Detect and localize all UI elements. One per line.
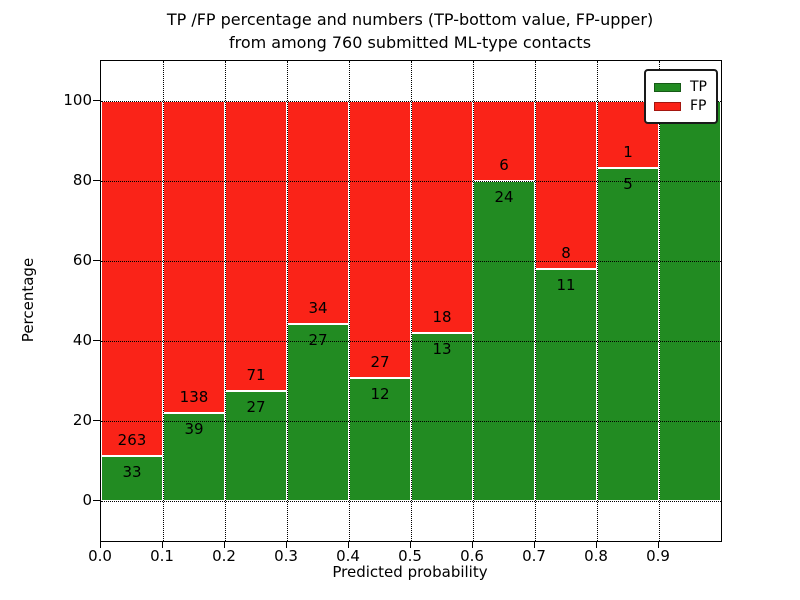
- gridline-vertical: [473, 61, 474, 541]
- bar-label-fp: 1: [623, 142, 633, 161]
- bar-label-tp: 39: [184, 419, 204, 438]
- chart-title-line-1: TP /FP percentage and numbers (TP-bottom…: [166, 10, 654, 29]
- x-tick-label: 0.5: [398, 547, 422, 565]
- bar-segment-fp: [349, 101, 411, 378]
- legend-swatch-fp: [654, 101, 681, 111]
- x-tick-label: 0.1: [150, 547, 174, 565]
- bar-label-tp: 13: [432, 340, 452, 359]
- x-tick-mark: [286, 541, 287, 548]
- gridline-vertical: [287, 61, 288, 541]
- x-tick-mark: [410, 541, 411, 548]
- legend-item: FP: [654, 98, 707, 114]
- x-tick-label: 0.4: [336, 547, 360, 565]
- gridline-vertical: [349, 61, 350, 541]
- bar-segment-fp: [473, 101, 535, 181]
- gridline-vertical: [225, 61, 226, 541]
- gridline-vertical: [659, 61, 660, 541]
- gridline-vertical: [597, 61, 598, 541]
- bar-segment-fp: [163, 101, 225, 413]
- y-tick-mark: [93, 420, 100, 421]
- bar-segment-fp: [225, 101, 287, 391]
- y-tick-label: 40: [72, 331, 92, 349]
- bar-segment-tp: [535, 269, 597, 501]
- y-tick-mark: [93, 180, 100, 181]
- gridline-vertical: [411, 61, 412, 541]
- x-tick-mark: [596, 541, 597, 548]
- y-axis-label: Percentage: [19, 257, 37, 343]
- y-tick-mark: [93, 340, 100, 341]
- bar-segment-fp: [535, 101, 597, 270]
- y-tick-label: 80: [72, 171, 92, 189]
- bar-label-tp: 11: [556, 276, 576, 295]
- x-tick-label: 0.0: [88, 547, 112, 565]
- bar-segment-tp: [597, 167, 659, 501]
- x-tick-mark: [224, 541, 225, 548]
- bar-label-fp: 138: [179, 387, 209, 406]
- y-tick-label: 100: [63, 91, 92, 109]
- x-tick-mark: [100, 541, 101, 548]
- legend-label: TP: [690, 79, 707, 95]
- bar-label-fp: 71: [246, 365, 266, 384]
- bar-segment-tp: [101, 456, 163, 501]
- bar-label-fp: 18: [432, 308, 452, 327]
- bar-label-tp: 12: [370, 384, 390, 403]
- x-tick-mark: [534, 541, 535, 548]
- chart-title: TP /FP percentage and numbers (TP-bottom…: [100, 8, 720, 54]
- chart-title-line-2: from among 760 submitted ML-type contact…: [228, 33, 592, 52]
- bar-segment-fp: [101, 101, 163, 457]
- bar-label-tp: 5: [623, 174, 633, 193]
- x-tick-mark: [658, 541, 659, 548]
- bar-label-tp: 24: [494, 188, 514, 206]
- x-tick-label: 0.2: [212, 547, 236, 565]
- x-tick-label: 0.8: [584, 547, 608, 565]
- bar-segment-tp: [225, 390, 287, 501]
- y-tick-label: 0: [82, 491, 92, 509]
- bar-label-fp: 6: [499, 156, 509, 174]
- bar-segment-tp: [287, 323, 349, 501]
- legend-label: FP: [690, 98, 707, 114]
- x-tick-label: 0.9: [646, 547, 670, 565]
- bar-label-tp: 27: [308, 330, 328, 349]
- bar-segment-tp: [349, 377, 411, 501]
- bar-label-fp: 34: [308, 298, 328, 317]
- x-tick-mark: [162, 541, 163, 548]
- bar-label-fp: 263: [117, 431, 147, 450]
- bar-label-tp: 27: [246, 397, 266, 416]
- x-tick-mark: [472, 541, 473, 548]
- y-tick-mark: [93, 500, 100, 501]
- y-tick-mark: [93, 100, 100, 101]
- bar-label-fp: 8: [561, 244, 571, 263]
- bar-label-fp: 27: [370, 352, 390, 371]
- gridline-vertical: [163, 61, 164, 541]
- bar-segment-tp: [411, 333, 473, 501]
- bar-segment-fp: [411, 101, 473, 334]
- legend: TP FP: [644, 69, 718, 124]
- gridline-vertical: [535, 61, 536, 541]
- y-tick-label: 60: [72, 251, 92, 269]
- legend-item: TP: [654, 79, 707, 95]
- legend-swatch-tp: [654, 82, 681, 92]
- x-tick-mark: [348, 541, 349, 548]
- x-tick-label: 0.6: [460, 547, 484, 565]
- bar-label-tp: 33: [122, 463, 142, 482]
- bar-segment-fp: [287, 101, 349, 324]
- y-tick-mark: [93, 260, 100, 261]
- x-tick-label: 0.7: [522, 547, 546, 565]
- x-axis-label: Predicted probability: [332, 563, 488, 581]
- y-tick-label: 20: [72, 411, 92, 429]
- x-tick-label: 0.3: [274, 547, 298, 565]
- bar-segment-tp: [659, 101, 721, 501]
